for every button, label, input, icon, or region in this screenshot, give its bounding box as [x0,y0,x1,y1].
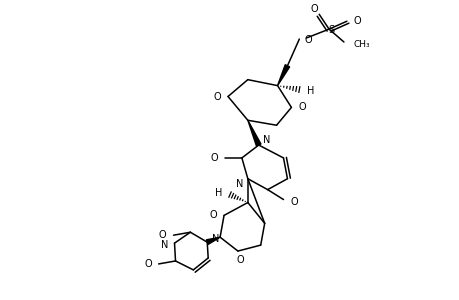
Text: N: N [262,135,269,145]
Polygon shape [277,65,289,85]
Text: O: O [213,92,221,101]
Text: H: H [214,188,222,198]
Text: S: S [327,25,333,35]
Text: O: O [304,35,311,45]
Text: O: O [290,196,297,206]
Polygon shape [247,120,260,146]
Text: O: O [209,210,217,220]
Text: O: O [298,102,305,112]
Text: O: O [159,230,166,240]
Text: O: O [310,4,317,14]
Text: CH₃: CH₃ [353,40,369,50]
Text: O: O [353,16,361,26]
Text: N: N [235,179,242,189]
Text: N: N [161,240,168,250]
Text: N: N [212,234,219,244]
Polygon shape [206,237,219,244]
Text: O: O [144,259,151,269]
Text: O: O [210,153,218,163]
Text: H: H [307,85,314,96]
Text: O: O [235,255,243,265]
